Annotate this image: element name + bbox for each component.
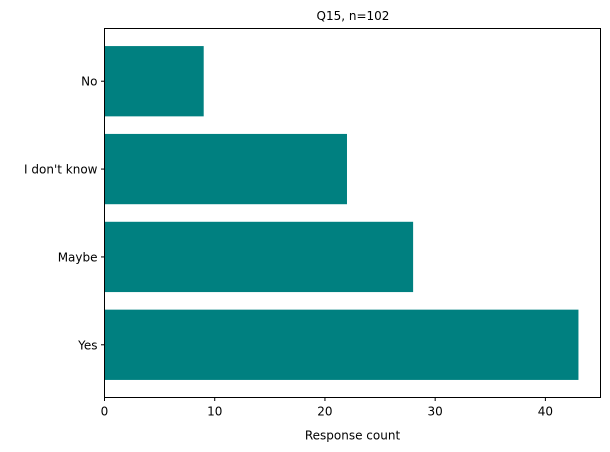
- x-tick-label: 40: [538, 405, 553, 419]
- bar-no: [104, 46, 204, 117]
- y-tick-label: No: [81, 75, 97, 89]
- chart-title: Q15, n=102: [317, 9, 390, 23]
- bar-i-don-t-know: [104, 133, 347, 205]
- x-axis-label: Response count: [305, 429, 401, 443]
- y-tick-label: I don't know: [24, 163, 98, 177]
- x-tick-label: 20: [317, 405, 332, 419]
- y-tick-label: Yes: [77, 338, 97, 352]
- x-tick-label: 30: [428, 405, 443, 419]
- bars-group: [104, 46, 579, 380]
- bar-yes: [104, 309, 579, 380]
- x-axis-ticks: 0 10 20 30 40: [101, 397, 553, 419]
- x-tick-label: 0: [101, 405, 109, 419]
- x-tick-label: 10: [207, 405, 222, 419]
- bar-maybe: [104, 221, 414, 293]
- plot-frame: [104, 28, 601, 398]
- y-tick-label: Maybe: [58, 250, 98, 264]
- y-axis-ticks: Yes Maybe I don't know No: [24, 75, 105, 352]
